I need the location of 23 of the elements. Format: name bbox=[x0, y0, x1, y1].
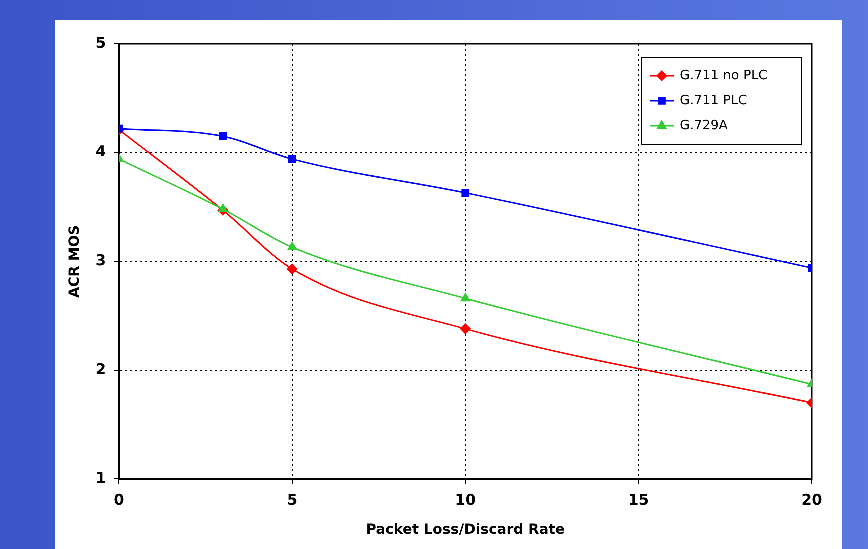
point bbox=[288, 155, 296, 164]
legend-label: G.711 no PLC bbox=[680, 68, 768, 84]
x-tick-label: 5 bbox=[287, 491, 298, 510]
y-tick-label: 1 bbox=[96, 469, 106, 488]
y-tick-label: 2 bbox=[96, 360, 106, 378]
y-tick-label: 3 bbox=[96, 251, 106, 270]
legend-label: G.711 PLC bbox=[680, 93, 748, 108]
y-tick-label: 4 bbox=[96, 142, 106, 161]
x-tick-label: 10 bbox=[455, 491, 476, 510]
x-tick-label: 15 bbox=[628, 491, 650, 510]
x-axis-title: Packet Loss/Discard Rate bbox=[366, 522, 565, 538]
point bbox=[288, 242, 298, 250]
point bbox=[219, 132, 228, 140]
legend-label: G.729A bbox=[680, 118, 728, 134]
x-tick-label: 0 bbox=[114, 491, 124, 510]
y-axis-title: ACR MOS bbox=[67, 225, 84, 298]
point bbox=[460, 293, 470, 302]
point bbox=[287, 264, 298, 274]
y-tick-label: 5 bbox=[96, 34, 106, 52]
point bbox=[218, 204, 228, 212]
point bbox=[462, 189, 470, 197]
point bbox=[460, 324, 471, 334]
x-tick-label: 20 bbox=[802, 491, 822, 510]
